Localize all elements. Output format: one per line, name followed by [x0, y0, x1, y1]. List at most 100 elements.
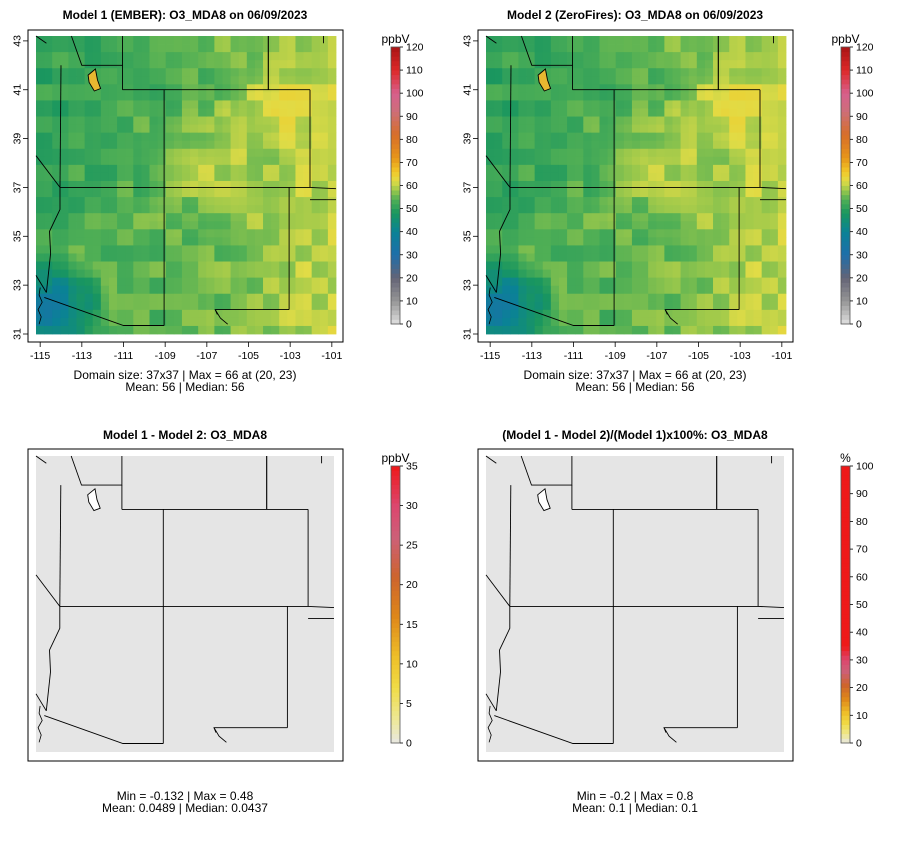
- grid-cell: [117, 253, 126, 262]
- grid-cell: [688, 84, 698, 93]
- grid-cell: [246, 301, 256, 311]
- grid-cell: [534, 92, 544, 101]
- grid-cell: [238, 84, 248, 93]
- grid-cell: [287, 197, 296, 206]
- grid-cell: [761, 261, 771, 270]
- grid-cell: [721, 285, 730, 295]
- grid-cell: [640, 293, 649, 303]
- grid-cell: [494, 164, 503, 174]
- grid-cell: [246, 317, 256, 327]
- grid-cell: [246, 285, 256, 295]
- grid-cell: [558, 180, 568, 190]
- grid-cell: [502, 36, 511, 45]
- grid-cell: [777, 148, 787, 158]
- grid-cell: [575, 237, 584, 246]
- grid-cell: [92, 229, 102, 238]
- grid-cell: [640, 253, 649, 262]
- grid-cell: [238, 317, 248, 327]
- grid-cell: [672, 237, 681, 246]
- grid-cell: [696, 277, 706, 287]
- colorbar-segment: [391, 539, 400, 545]
- colorbar-segment: [391, 245, 400, 251]
- grid-cell: [510, 68, 519, 77]
- grid-cell: [680, 124, 690, 134]
- state-border: [45, 606, 61, 711]
- grid-cell: [36, 100, 45, 109]
- grid-cell: [238, 36, 248, 45]
- grid-cell: [36, 261, 45, 270]
- grid-cell: [737, 285, 746, 295]
- colorbar-segment: [841, 544, 850, 550]
- grid-cell: [558, 301, 568, 311]
- colorbar-segment: [391, 120, 400, 126]
- grid-cell: [729, 180, 738, 190]
- grid-cell: [769, 124, 779, 134]
- grid-cell: [84, 84, 94, 93]
- grid-cell: [295, 124, 304, 134]
- grid-cell: [583, 36, 592, 45]
- grid-cell: [753, 60, 763, 69]
- grid-cell: [623, 269, 633, 279]
- grid-cell: [198, 301, 207, 311]
- colorbar-segment: [841, 88, 850, 94]
- grid-cell: [36, 197, 45, 206]
- grid-cell: [173, 309, 183, 319]
- grid-cell: [190, 108, 199, 117]
- grid-cell: [52, 285, 61, 295]
- y-tick-label: 37: [462, 181, 474, 193]
- colorbar-segment: [841, 70, 850, 76]
- grid-cell: [510, 229, 519, 238]
- colorbar-segment: [391, 738, 400, 744]
- grid-cell: [623, 92, 633, 101]
- grid-cell: [615, 132, 625, 142]
- grid-cell: [246, 116, 256, 125]
- grid-cell: [327, 213, 337, 222]
- grid-cell: [769, 180, 779, 190]
- grid-cell: [761, 221, 771, 230]
- grid-cell: [615, 68, 625, 77]
- grid-cell: [311, 68, 321, 77]
- grid-cell: [567, 164, 576, 174]
- grid-cell: [157, 140, 167, 150]
- colorbar-segment: [391, 102, 400, 108]
- grid-cell: [173, 197, 183, 206]
- grid-cell: [279, 197, 288, 206]
- grid-cell: [526, 108, 536, 117]
- grid-cell: [591, 213, 600, 222]
- colorbar-segment: [391, 622, 400, 628]
- grid-cell: [238, 100, 248, 109]
- grid-cell: [181, 317, 191, 327]
- grid-cell: [230, 172, 240, 182]
- y-tick-label: 31: [12, 328, 24, 340]
- grid-cell: [133, 261, 142, 270]
- grid-cell: [777, 124, 787, 134]
- grid-cell: [222, 229, 231, 238]
- grid-cell: [206, 36, 215, 45]
- grid-cell: [721, 269, 730, 279]
- grid-cell: [631, 245, 641, 254]
- grid-cell: [777, 309, 787, 319]
- grid-cell: [502, 221, 511, 230]
- grid-cell: [149, 164, 159, 174]
- grid-cell: [92, 293, 102, 303]
- grid-cell: [190, 237, 199, 246]
- grid-cell: [254, 140, 264, 150]
- grid-cell: [92, 132, 102, 142]
- grid-cell: [510, 164, 519, 174]
- colorbar-segment: [841, 572, 850, 578]
- grid-cell: [761, 253, 771, 262]
- grid-cell: [230, 309, 240, 319]
- grid-cell: [222, 76, 231, 85]
- grid-cell: [704, 100, 714, 109]
- grid-cell: [591, 108, 600, 117]
- grid-cell: [271, 92, 280, 101]
- grid-cell: [486, 325, 495, 335]
- grid-cell: [60, 229, 69, 238]
- grid-cell: [190, 148, 199, 158]
- grid-cell: [173, 116, 183, 125]
- grid-cell: [640, 213, 649, 222]
- grid-cell: [753, 164, 763, 174]
- grid-cell: [737, 68, 746, 77]
- grid-cell: [575, 108, 584, 117]
